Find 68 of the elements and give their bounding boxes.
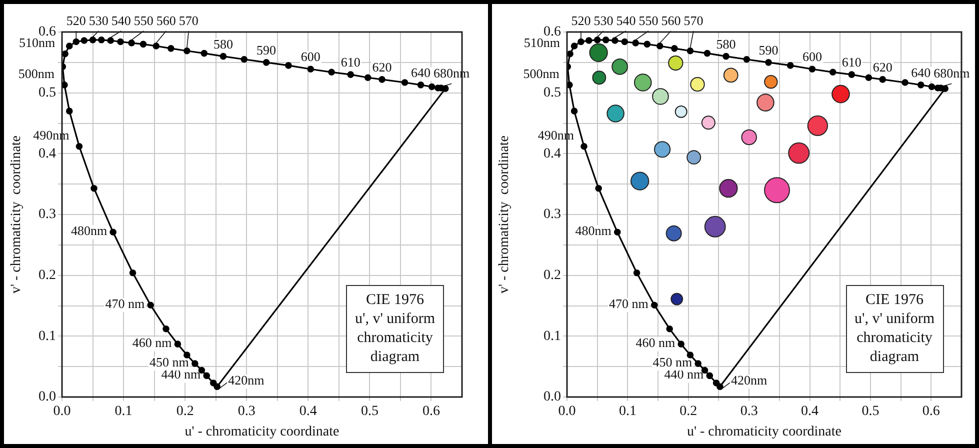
annotation: 590 — [256, 42, 276, 58]
y-tick-label: 0.5 — [544, 86, 561, 101]
annotation: 530 — [88, 12, 108, 28]
annotation: 580 — [213, 36, 233, 52]
y-tick-label: 0.1 — [544, 328, 561, 344]
x-tick-label: 0.4 — [801, 404, 819, 420]
annotation: 600 — [802, 49, 822, 64]
x-tick-label: 0.5 — [360, 404, 378, 420]
annotation: 420nm — [730, 372, 768, 388]
x-tick-label: 0.4 — [299, 404, 317, 420]
annotation: 500nm — [18, 66, 54, 81]
x-tick-label: 0.3 — [238, 404, 256, 420]
y-axis-title: v' - chromaticity coordinate — [9, 135, 24, 294]
y-tick-label: 0.4 — [38, 146, 56, 162]
y-tick-label: 0.5 — [38, 86, 56, 101]
annotation: CIE 1976 u', v' uniform chromaticity diagram — [846, 285, 944, 373]
annotation: 600 — [300, 49, 320, 64]
y-tick-label: 0.3 — [38, 207, 56, 222]
annotation: 530 — [594, 12, 614, 28]
y-tick-label: 0.1 — [38, 328, 56, 344]
annotation: 460 nm — [636, 334, 676, 350]
x-tick-label: 0.2 — [176, 404, 194, 420]
x-tick-label: 0.0 — [53, 404, 71, 420]
annotation: 470 nm — [609, 296, 648, 312]
annotation: 450 nm — [150, 354, 189, 370]
x-axis-title: u' - chromaticity coordinate — [686, 424, 842, 440]
annotation: 480nm — [575, 223, 612, 238]
y-tick-label: 0.2 — [544, 268, 561, 284]
y-tick-label: 0.0 — [38, 390, 56, 405]
annotation: 520 — [66, 12, 86, 28]
annotation: 460 nm — [132, 334, 172, 350]
y-axis-title: v' - chromaticity coordinate — [497, 135, 512, 294]
annotation: 620 — [872, 59, 892, 74]
x-tick-label: 0.5 — [862, 404, 880, 420]
x-tick-label: 0.6 — [922, 404, 940, 420]
annotation: 640 — [411, 64, 431, 80]
annotation: 620 — [372, 59, 392, 74]
y-tick-label: 0.4 — [544, 146, 561, 162]
annotation: 590 — [758, 42, 778, 58]
annotation: 550 — [134, 12, 154, 28]
annotation: 500nm — [523, 66, 560, 81]
annotation: 640 — [911, 64, 931, 80]
annotation: 540 — [616, 12, 636, 28]
y-tick-label: 0.2 — [38, 268, 56, 284]
y-tick-label: 0.0 — [544, 390, 561, 405]
annotation: 450 nm — [652, 354, 692, 370]
annotation: 520 — [571, 12, 591, 28]
annotation: 480nm — [70, 223, 108, 238]
annotation: 580 — [716, 36, 736, 52]
x-tick-label: 0.3 — [740, 404, 758, 420]
annotation: CIE 1976 u', v' uniform chromaticity diagram — [346, 285, 444, 373]
y-tick-label: 0.3 — [544, 207, 561, 222]
x-axis-title: u' - chromaticity coordinate — [184, 424, 340, 440]
annotation: 470 nm — [105, 296, 145, 312]
x-tick-label: 0.1 — [114, 404, 132, 420]
annotation: 540 — [111, 12, 131, 28]
annotation: 610 — [842, 54, 862, 70]
annotation: 560 — [661, 12, 681, 28]
annotation: 570 — [684, 12, 704, 28]
annotation: 550 — [638, 12, 658, 28]
x-tick-label: 0.2 — [680, 404, 698, 420]
x-tick-label: 0.1 — [618, 404, 636, 420]
annotation: 560 — [156, 12, 176, 28]
annotation: 420nm — [228, 372, 264, 388]
annotation: 610 — [340, 54, 360, 70]
annotation: 570 — [178, 12, 198, 28]
x-tick-label: 0.6 — [422, 404, 440, 420]
x-tick-label: 0.0 — [558, 404, 576, 420]
